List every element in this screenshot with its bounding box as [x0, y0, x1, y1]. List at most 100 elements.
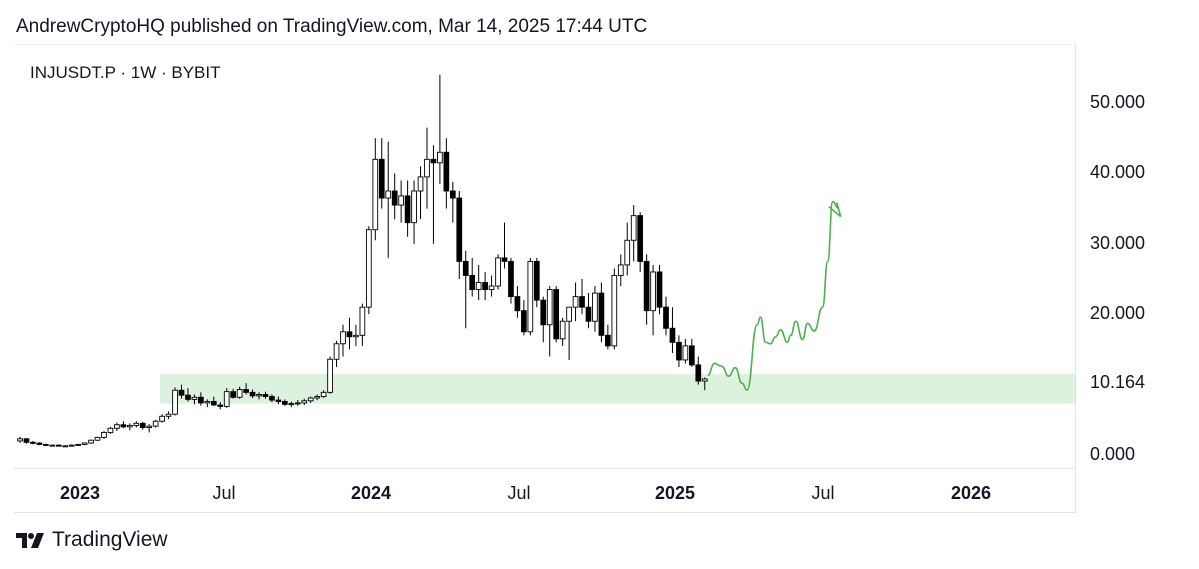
candle-up	[126, 424, 133, 428]
candle-up	[411, 190, 417, 224]
candle-down	[643, 260, 650, 312]
time-tick-label: 2023	[59, 483, 101, 503]
candle-down	[585, 306, 592, 322]
candle-up	[566, 306, 572, 322]
candle-down	[230, 391, 237, 398]
candle-up	[650, 271, 656, 312]
candle-up	[159, 415, 165, 422]
time-axis-border	[14, 468, 1076, 469]
candle-up	[101, 432, 107, 438]
time-tick-label: 2026	[950, 483, 992, 503]
candle-down	[262, 394, 269, 398]
candle-down	[656, 271, 663, 308]
candle-down	[30, 441, 36, 444]
candle-up	[81, 442, 88, 445]
candle-up	[475, 282, 482, 291]
candle-up	[191, 396, 198, 400]
publisher-line: AndrewCryptoHQ published on TradingView.…	[16, 16, 648, 37]
candle-up	[572, 296, 579, 308]
candle-down	[243, 389, 249, 393]
tradingview-brand[interactable]: TradingView	[16, 528, 168, 552]
candle-up	[133, 422, 140, 426]
candle-up	[617, 264, 624, 276]
time-tick-label: 2024	[350, 483, 392, 503]
candle-up	[624, 239, 631, 266]
price-tick-label: 40.000	[1090, 162, 1146, 183]
price-tick-label: 50.000	[1090, 92, 1146, 112]
candle-down	[598, 292, 605, 336]
time-tick-label: Jul	[811, 483, 835, 503]
candle-up	[340, 331, 346, 345]
chart-top-border	[14, 44, 1076, 45]
candle-down	[178, 389, 185, 396]
candle-down	[462, 260, 469, 276]
candle-up	[546, 289, 553, 326]
candle-up	[236, 389, 243, 398]
candle-up	[333, 343, 340, 360]
candle-up	[301, 400, 308, 404]
candle-down	[210, 401, 217, 406]
projection-path	[707, 200, 839, 392]
candle-down	[533, 260, 540, 301]
candle-up	[307, 397, 314, 402]
candle-down	[482, 282, 488, 291]
candle-down	[508, 260, 514, 298]
candle-down	[269, 396, 275, 401]
candle-up	[294, 402, 301, 405]
candle-up	[49, 444, 56, 447]
candle-up	[75, 443, 81, 446]
candle-down	[404, 195, 411, 224]
candle-up	[488, 285, 495, 291]
candle-up	[353, 334, 359, 338]
candle-down	[469, 275, 476, 291]
candle-down	[514, 296, 521, 312]
price-tick-label: 20.000	[1090, 303, 1146, 324]
candle-down	[346, 331, 353, 338]
candle-up	[437, 151, 443, 164]
candle-down	[521, 310, 527, 333]
time-tick-label: Jul	[212, 483, 236, 503]
candle-down	[663, 306, 669, 329]
candle-up	[320, 391, 327, 398]
candle-up	[701, 378, 708, 382]
price-axis-border	[1075, 44, 1076, 512]
candle-up	[152, 420, 159, 427]
candle-up	[223, 391, 230, 407]
candle-down	[275, 399, 282, 402]
candle-down	[120, 424, 127, 428]
candle-up	[398, 195, 404, 206]
candle-up	[365, 229, 372, 308]
candle-down	[23, 438, 30, 443]
tradingview-logo-icon	[16, 533, 44, 548]
brand-name: TradingView	[52, 528, 168, 551]
candle-down	[540, 299, 547, 326]
candle-down	[456, 197, 463, 262]
candle-up	[94, 436, 101, 441]
candle-up	[592, 292, 598, 322]
candle-up	[172, 389, 178, 415]
candle-down	[217, 404, 224, 407]
candle-up	[68, 444, 75, 447]
candle-down	[36, 442, 43, 445]
candle-down	[605, 334, 611, 347]
candle-down	[139, 422, 146, 428]
candle-down	[579, 296, 585, 308]
support-zone	[160, 374, 1075, 404]
symbol-label: INJUSDT.P · 1W · BYBIT	[30, 63, 221, 82]
chart-bottom-border	[14, 512, 1076, 513]
candle-up	[527, 260, 534, 333]
candle-up	[146, 425, 153, 428]
time-tick-label: 2025	[654, 483, 696, 503]
candle-up	[62, 445, 69, 448]
candle-down	[55, 444, 62, 447]
candle-down	[669, 327, 676, 343]
candle-up	[424, 158, 430, 178]
candle-down	[42, 443, 49, 446]
candle-down	[553, 289, 560, 340]
candle-up	[88, 439, 94, 444]
candle-up	[372, 158, 379, 231]
candle-up	[114, 424, 120, 429]
price-tick-label: 0.000	[1090, 444, 1136, 464]
candle-down	[391, 190, 398, 206]
